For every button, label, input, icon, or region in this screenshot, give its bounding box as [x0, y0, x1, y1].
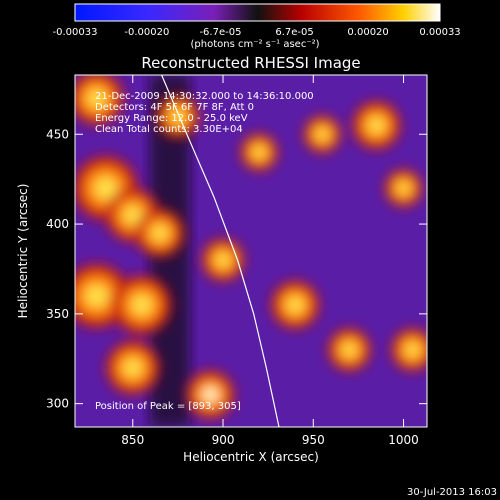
heatmap-blob-core [341, 341, 358, 358]
heatmap-blob-core [122, 205, 143, 226]
y-tick-label: 300 [46, 397, 69, 411]
info-block: 21-Dec-2009 14:30:32.000 to 14:36:10.000… [95, 91, 314, 135]
peak-position-label: Position of Peak = [893, 305] [95, 401, 241, 412]
colorbar-unit-label: (photons cm⁻² s⁻¹ asec⁻²) [190, 39, 319, 50]
info-line-time: 21-Dec-2009 14:30:32.000 to 14:36:10.000 [95, 91, 314, 102]
heatmap [75, 75, 427, 427]
x-tick-label: 900 [212, 433, 235, 447]
heatmap-blob-core [169, 108, 186, 125]
y-tick-label: 450 [46, 127, 69, 141]
heatmap-blob-core [84, 283, 109, 308]
heatmap-blob-core [252, 145, 267, 160]
chart-title: Reconstructed RHESSI Image [141, 54, 360, 72]
heatmap-blob-core [93, 176, 118, 201]
heatmap-blob-core [150, 224, 169, 242]
heatmap-blobs [75, 75, 427, 420]
y-axis-ticks: 300 350 400 450 [46, 127, 427, 411]
x-tick-label: 850 [121, 433, 144, 447]
peak-core [205, 389, 216, 400]
colorbar-tick-label: -0.00020 [124, 27, 169, 38]
info-line-energy: Energy Range: 12.0 - 25.0 keV [95, 113, 248, 124]
info-line-clean: Clean Total counts: 3.30E+04 [95, 124, 243, 135]
x-tick-label: 950 [302, 433, 325, 447]
heatmap-blob-core [315, 127, 330, 142]
heatmap-blob-core [86, 88, 107, 109]
heatmap-blob-core [130, 293, 153, 316]
colorbar-ticks: -0.00033 -0.00020 -6.7e-05 6.7e-05 0.00020 0.… [53, 27, 461, 38]
colorbar-tick-label: 0.00033 [419, 27, 460, 38]
y-tick-label: 400 [46, 217, 69, 231]
info-line-detectors: Detectors: 4F 5F 6F 7F 8F, Att 0 [95, 102, 254, 113]
colorbar-gradient [74, 3, 441, 22]
footer-timestamp: 30-Jul-2013 16:03 [407, 487, 497, 498]
colorbar-tick-label: -0.00033 [53, 27, 98, 38]
heatmap-blob-core [367, 116, 386, 135]
heatmap-blob-core [215, 252, 231, 268]
heatmap-blob-core [122, 357, 143, 378]
plot-area: 850 900 950 1000 300 350 400 450 21-Dec-2009 1… [46, 74, 428, 447]
heatmap-blob-core [286, 295, 305, 314]
heatmap-blob-core [396, 181, 411, 196]
y-tick-label: 350 [46, 307, 69, 321]
colorbar-tick-label: 0.00020 [347, 27, 388, 38]
x-axis-label: Heliocentric X (arcsec) [183, 450, 319, 464]
y-axis-label: Heliocentric Y (arcsec) [16, 184, 30, 319]
colorbar-tick-label: 6.7e-05 [275, 27, 313, 38]
heatmap-blob-core [404, 341, 421, 358]
plot-frame [74, 74, 428, 428]
colorbar: -0.00033 -0.00020 -6.7e-05 6.7e-05 0.00020 0.… [53, 3, 461, 50]
x-axis-ticks: 850 900 950 1000 [121, 75, 419, 447]
x-tick-label: 1000 [388, 433, 419, 447]
colorbar-tick-label: -6.7e-05 [199, 27, 241, 38]
solar-limb-curve [161, 75, 280, 427]
